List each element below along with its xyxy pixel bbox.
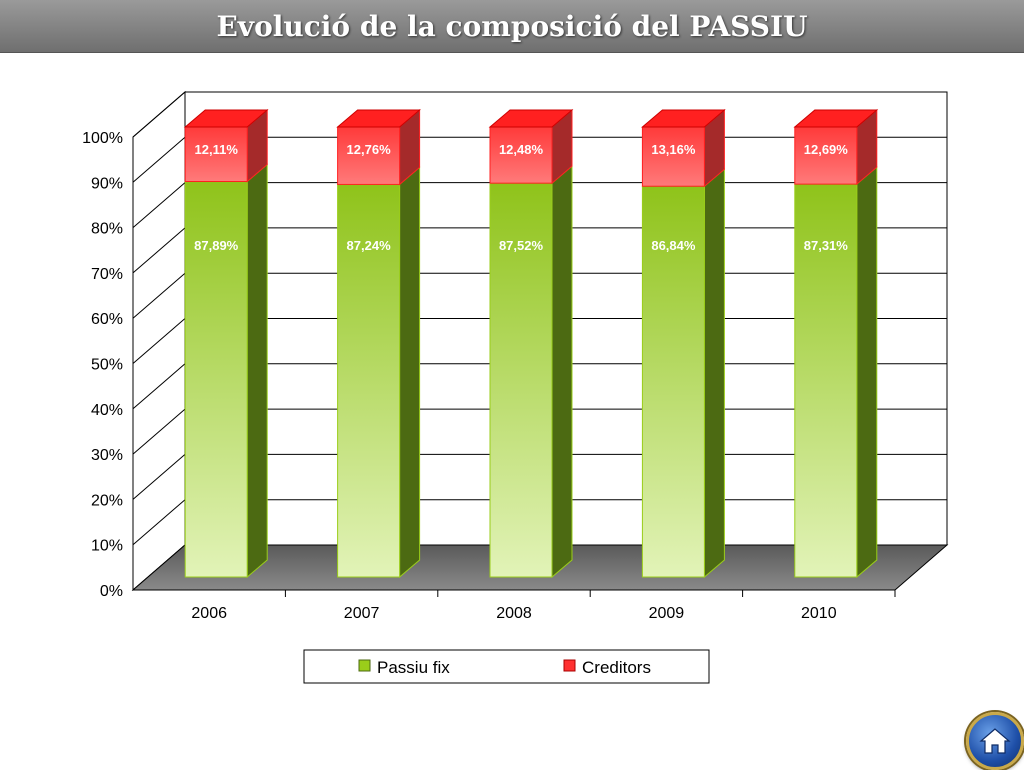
- bar-passiu-fix: [337, 183, 401, 578]
- legend-label-passiu-fix: Passiu fix: [377, 658, 450, 677]
- gridline-side: [132, 136, 186, 183]
- bar-creditors: [641, 126, 705, 187]
- bar-side-passiu-fix: [399, 166, 421, 579]
- data-label-passiu-fix: 87,31%: [804, 238, 849, 253]
- gridline-side: [132, 499, 186, 546]
- bar-passiu-fix: [184, 180, 248, 578]
- gridline-side: [132, 227, 186, 274]
- bar-creditors: [489, 126, 553, 184]
- bar-top-creditors: [488, 109, 574, 128]
- gridline-side: [132, 454, 186, 500]
- bar-passiu-fix: [794, 183, 858, 578]
- y-tick-label: 80%: [91, 221, 123, 238]
- data-label-creditors: 12,11%: [195, 142, 239, 157]
- bar-side-passiu-fix: [246, 163, 268, 579]
- x-tick-label: 2006: [191, 605, 227, 622]
- y-tick-label: 10%: [91, 538, 123, 555]
- bar-creditors: [794, 126, 858, 185]
- bar-top-creditors: [641, 109, 726, 128]
- gridline-side: [132, 272, 186, 319]
- data-label-passiu-fix: 87,52%: [499, 238, 544, 253]
- y-tick-label: 0%: [100, 583, 123, 600]
- y-tick-label: 20%: [91, 492, 123, 509]
- home-icon: [979, 728, 1011, 754]
- y-tick-label: 60%: [91, 311, 123, 328]
- bar-top-creditors: [183, 109, 269, 128]
- legend-swatch-passiu-fix: [358, 659, 371, 672]
- bar-side-passiu-fix: [703, 168, 725, 579]
- x-tick-label: 2010: [801, 605, 837, 622]
- bar-top-creditors: [336, 109, 421, 128]
- data-label-passiu-fix: 87,89%: [194, 238, 239, 253]
- y-tick-label: 100%: [82, 130, 123, 147]
- bar-side-passiu-fix: [551, 165, 573, 579]
- bar-passiu-fix: [641, 185, 705, 578]
- title-bar: Evolució de la composició del PASSIU: [0, 0, 1024, 53]
- legend-box: [303, 649, 710, 684]
- bar-top-creditors: [793, 109, 879, 128]
- gridline-side: [132, 182, 186, 228]
- bar-passiu-fix: [489, 182, 553, 578]
- data-label-creditors: 13,16%: [651, 142, 696, 157]
- y-tick-label: 40%: [91, 402, 123, 419]
- x-tick-label: 2008: [496, 605, 532, 622]
- data-label-creditors: 12,76%: [347, 142, 392, 157]
- legend-swatch-creditors: [563, 659, 576, 672]
- y-tick-label: 90%: [91, 175, 123, 192]
- y-tick-label: 30%: [91, 447, 123, 464]
- data-label-passiu-fix: 86,84%: [651, 238, 696, 253]
- data-label-creditors: 12,48%: [499, 142, 544, 157]
- gridline-side: [132, 408, 186, 455]
- bar-side-passiu-fix: [856, 166, 878, 579]
- x-tick-label: 2007: [344, 605, 380, 622]
- home-button[interactable]: [966, 712, 1024, 770]
- bar-creditors: [184, 126, 248, 182]
- legend-label-creditors: Creditors: [582, 658, 651, 677]
- gridline-side: [132, 363, 186, 410]
- gridline-side: [132, 91, 186, 138]
- data-label-creditors: 12,69%: [804, 142, 849, 157]
- y-tick-label: 50%: [91, 357, 123, 374]
- gridline-side: [132, 318, 186, 364]
- page-title: Evolució de la composició del PASSIU: [216, 9, 808, 43]
- x-tick-label: 2009: [649, 605, 685, 622]
- data-label-passiu-fix: 87,24%: [347, 238, 392, 253]
- y-tick-label: 70%: [91, 266, 123, 283]
